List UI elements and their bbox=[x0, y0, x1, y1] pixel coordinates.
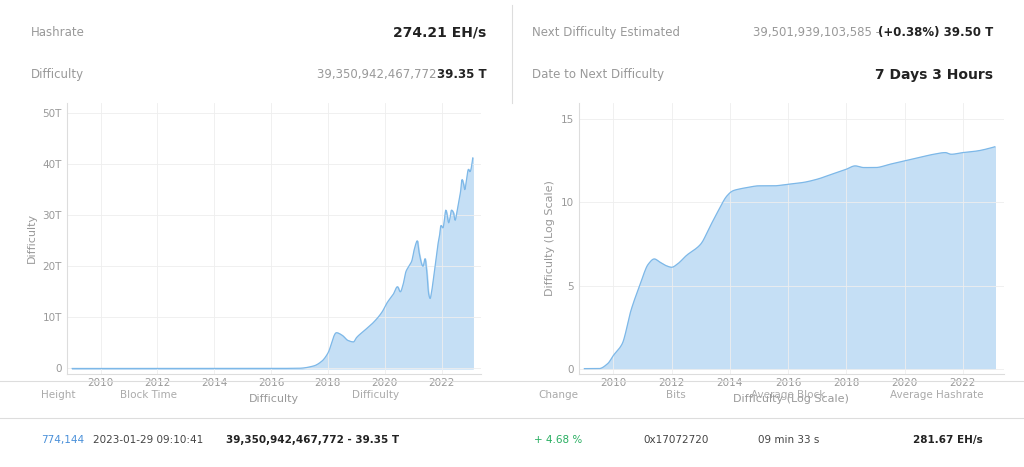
X-axis label: Difficulty (Log Scale): Difficulty (Log Scale) bbox=[733, 394, 849, 404]
Text: Block Time: Block Time bbox=[120, 389, 177, 400]
Text: Difficulty: Difficulty bbox=[352, 389, 399, 400]
Text: Bits: Bits bbox=[666, 389, 686, 400]
Text: 39,501,939,103,585 -: 39,501,939,103,585 - bbox=[753, 26, 884, 39]
Text: Height: Height bbox=[41, 389, 76, 400]
Text: 39.35 T: 39.35 T bbox=[437, 68, 486, 81]
Text: 7 Days 3 Hours: 7 Days 3 Hours bbox=[876, 68, 993, 82]
Text: 274.21 EH/s: 274.21 EH/s bbox=[393, 26, 486, 40]
Text: + 4.68 %: + 4.68 % bbox=[534, 435, 583, 445]
Text: Difficulty: Difficulty bbox=[31, 68, 84, 81]
Text: 2023-01-29 09:10:41: 2023-01-29 09:10:41 bbox=[93, 435, 204, 445]
X-axis label: Difficulty: Difficulty bbox=[249, 394, 299, 404]
Text: 39,350,942,467,772 - 39.35 T: 39,350,942,467,772 - 39.35 T bbox=[226, 435, 399, 445]
Text: 39,350,942,467,772 -: 39,350,942,467,772 - bbox=[317, 68, 449, 81]
Text: Hashrate: Hashrate bbox=[31, 26, 85, 39]
Text: 281.67 EH/s: 281.67 EH/s bbox=[913, 435, 983, 445]
Y-axis label: Difficulty (Log Scale): Difficulty (Log Scale) bbox=[545, 180, 555, 296]
Y-axis label: Difficulty: Difficulty bbox=[27, 213, 37, 263]
Text: 774,144: 774,144 bbox=[41, 435, 84, 445]
Text: Date to Next Difficulty: Date to Next Difficulty bbox=[532, 68, 665, 81]
Text: 0x17072720: 0x17072720 bbox=[643, 435, 709, 445]
Text: (+0.38%) 39.50 T: (+0.38%) 39.50 T bbox=[878, 26, 993, 39]
Text: Average Block: Average Block bbox=[752, 389, 825, 400]
Text: Average Hashrate: Average Hashrate bbox=[890, 389, 983, 400]
Text: Next Difficulty Estimated: Next Difficulty Estimated bbox=[532, 26, 681, 39]
Text: Change: Change bbox=[538, 389, 579, 400]
Text: 09 min 33 s: 09 min 33 s bbox=[758, 435, 819, 445]
